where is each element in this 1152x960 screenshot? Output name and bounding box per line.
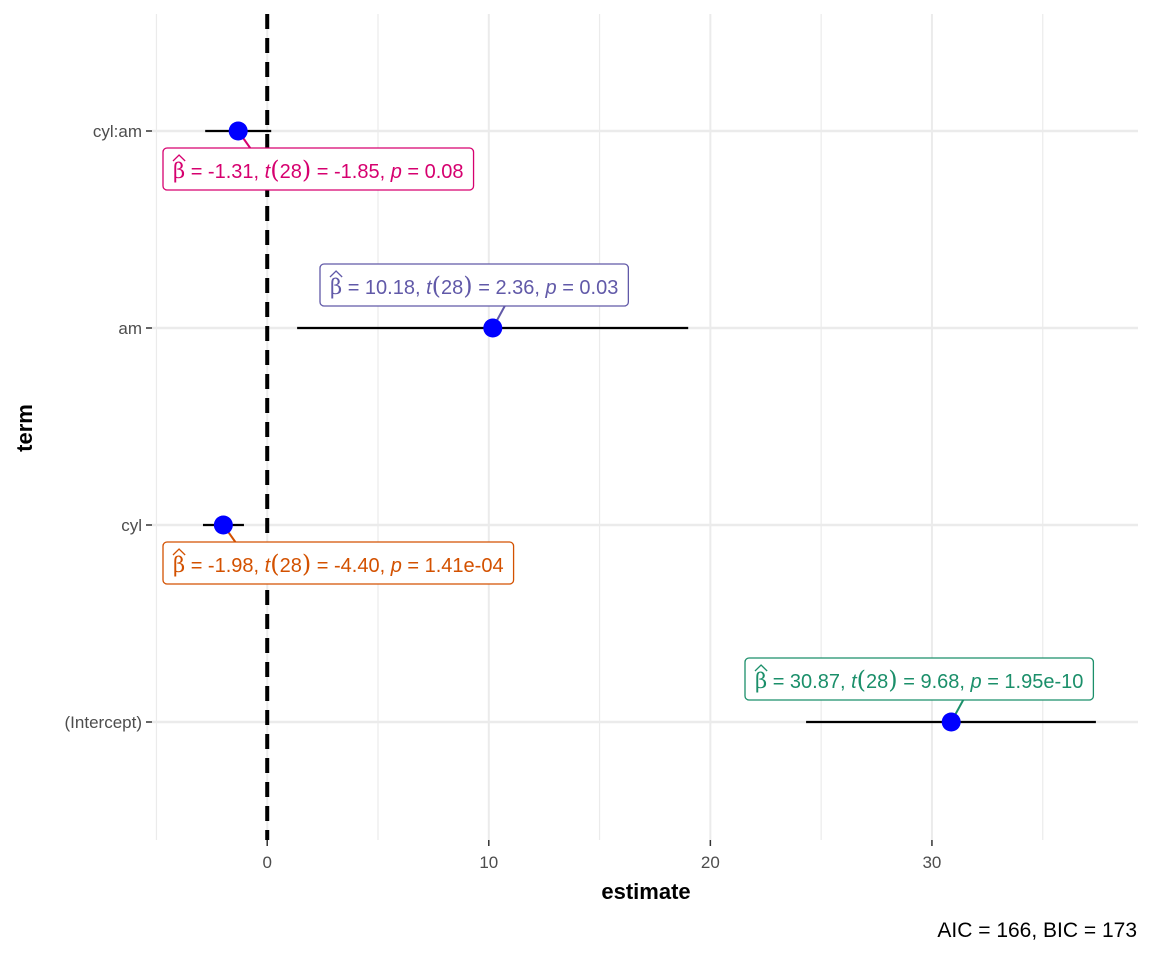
coefficient-label: β = 30.87, t(28) = 9.68, p = 1.95e-10 — [744, 657, 1095, 701]
label-box — [319, 263, 630, 307]
beta-hat-mark — [329, 270, 343, 278]
label-paren-open: ( — [432, 272, 441, 300]
estimate-point — [213, 515, 233, 535]
label-t-symbol: t — [265, 161, 272, 183]
estimate-point — [228, 121, 248, 141]
estimate-points — [213, 121, 961, 732]
label-box — [744, 657, 1095, 701]
beta-hat-mark — [172, 154, 186, 162]
label-t-symbol: t — [851, 671, 858, 693]
label-p-symbol: p — [390, 555, 402, 577]
label-beta-symbol: β — [330, 275, 342, 299]
x-tick-label: 10 — [479, 853, 498, 872]
beta-hat-mark — [754, 664, 768, 672]
y-tick-label: (Intercept) — [65, 713, 142, 732]
label-t-value: = 2.36, — [473, 277, 546, 299]
label-p-value: = 1.41e-04 — [402, 555, 504, 577]
estimate-point — [941, 712, 961, 732]
label-beta-value: = -1.31, — [185, 161, 265, 183]
model-fit-caption: AIC = 166, BIC = 173 — [937, 919, 1137, 942]
x-axis-title: estimate — [601, 879, 690, 904]
y-tick-label: cyl:am — [93, 122, 142, 141]
label-box — [162, 541, 515, 585]
axes: cyl:am am cyl (Intercept) 0 10 20 30 — [65, 122, 942, 872]
label-t-value: = -4.40, — [311, 555, 391, 577]
label-text: β = 10.18, t(28) = 2.36, p = 0.03 — [330, 272, 618, 300]
x-tick-label: 30 — [922, 853, 941, 872]
y-axis-title: term — [12, 404, 37, 452]
label-p-value: = 0.08 — [402, 161, 464, 183]
coefficient-labels: β = -1.31, t(28) = -1.85, p = 0.08β = 10… — [162, 147, 1095, 701]
label-beta-value: = 10.18, — [342, 277, 426, 299]
label-t-symbol: t — [426, 277, 433, 299]
label-paren-open: ( — [270, 156, 279, 184]
y-tick-label: am — [118, 319, 142, 338]
confidence-intervals — [202, 129, 1096, 724]
coefficient-label: β = -1.98, t(28) = -4.40, p = 1.41e-04 — [162, 541, 515, 585]
label-paren-close: ) — [302, 550, 311, 578]
coefficient-label: β = 10.18, t(28) = 2.36, p = 0.03 — [319, 263, 630, 307]
label-paren-open: ( — [857, 666, 866, 694]
grid — [152, 14, 1138, 840]
label-p-symbol: p — [545, 277, 557, 299]
label-connectors — [222, 130, 965, 723]
label-beta-value: = -1.98, — [185, 555, 265, 577]
x-tick-label: 0 — [262, 853, 271, 872]
coefficient-label: β = -1.31, t(28) = -1.85, p = 0.08 — [162, 147, 475, 191]
label-text: β = -1.31, t(28) = -1.85, p = 0.08 — [173, 156, 464, 184]
label-p-symbol: p — [390, 161, 402, 183]
label-df: 28 — [441, 277, 463, 299]
label-beta-symbol: β — [755, 669, 767, 693]
label-df: 28 — [280, 161, 302, 183]
y-tick-label: cyl — [121, 516, 142, 535]
label-paren-close: ) — [888, 666, 897, 694]
label-paren-open: ( — [270, 550, 279, 578]
label-paren-close: ) — [463, 272, 472, 300]
label-text: β = 30.87, t(28) = 9.68, p = 1.95e-10 — [755, 666, 1083, 694]
estimate-point — [483, 318, 503, 338]
label-paren-close: ) — [302, 156, 311, 184]
label-t-value: = 9.68, — [898, 671, 971, 693]
label-beta-symbol: β — [173, 159, 185, 183]
x-tick-label: 20 — [701, 853, 720, 872]
label-t-symbol: t — [265, 555, 272, 577]
label-text: β = -1.98, t(28) = -4.40, p = 1.41e-04 — [173, 550, 504, 578]
label-df: 28 — [866, 671, 888, 693]
label-p-symbol: p — [970, 671, 982, 693]
label-beta-value: = 30.87, — [767, 671, 851, 693]
label-df: 28 — [280, 555, 302, 577]
label-t-value: = -1.85, — [311, 161, 391, 183]
label-box — [162, 147, 475, 191]
label-beta-symbol: β — [173, 553, 185, 577]
beta-hat-mark — [172, 548, 186, 556]
label-p-value: = 1.95e-10 — [982, 671, 1084, 693]
label-p-value: = 0.03 — [557, 277, 619, 299]
